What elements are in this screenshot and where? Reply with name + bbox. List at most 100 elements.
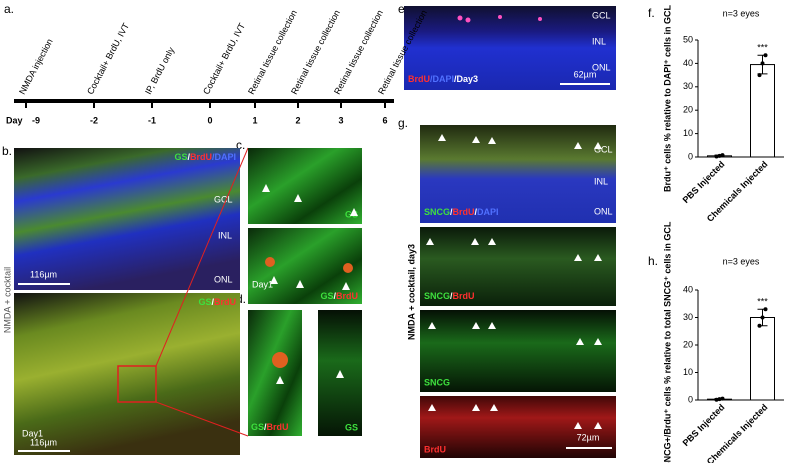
panel-label: e.: [398, 2, 408, 16]
x-tick-label: PBS Injected: [681, 402, 727, 448]
stain-label: GS: [345, 422, 358, 432]
zoom-line: [155, 147, 249, 367]
micrograph: [420, 227, 616, 306]
cell: [265, 257, 275, 267]
stain-label: GS/BrdU: [320, 291, 358, 301]
day-label: Day1: [252, 279, 273, 289]
timeline-event: IP, BrdU only: [143, 45, 176, 96]
day-value: -9: [32, 115, 40, 125]
y-tick-label: 10: [683, 128, 693, 138]
cell: [343, 263, 353, 273]
day-value: 2: [295, 115, 300, 125]
timeline-event: Retinal tissue collection: [332, 8, 385, 96]
panel-label: c.: [236, 138, 245, 152]
stain-label: GS/BrdU/DAPI: [174, 152, 236, 162]
layer-label: GCL: [594, 144, 613, 154]
x-tick-label: PBS Injected: [681, 159, 727, 205]
stain-label: SNCG/BrdU: [424, 291, 475, 301]
bar: [750, 64, 775, 158]
y-tick-label: 20: [683, 105, 693, 115]
data-point: [760, 61, 765, 66]
day-value: -1: [148, 115, 156, 125]
layer-label: INL: [592, 36, 606, 46]
y-tick-label: 30: [683, 312, 693, 322]
panel-label: f.: [648, 6, 655, 20]
side-label: NMDA + cocktail: [2, 267, 12, 333]
stain-label: BrdU/DAPI/Day3: [408, 74, 478, 84]
scale-label: 62µm: [574, 69, 597, 79]
stain-label: GS/BrdU: [198, 297, 236, 307]
y-tick-label: 30: [683, 81, 693, 91]
layer-label: GCL: [592, 10, 611, 20]
panel-label: b.: [2, 144, 12, 158]
day-value: 0: [207, 115, 212, 125]
day-label: Day: [6, 115, 23, 125]
scale-label: 116µm: [30, 437, 57, 447]
timeline-event: Retinal tissue collection: [246, 8, 299, 96]
layer-label: ONL: [594, 206, 613, 216]
data-point: [720, 153, 725, 158]
micrograph: [248, 310, 302, 436]
timeline-event: Cocktail+ BrdU, IVT: [85, 21, 131, 96]
panel-label: d.: [236, 292, 246, 306]
data-point: [714, 154, 719, 159]
y-tick-label: 0: [688, 394, 693, 404]
arrowheads: [426, 134, 602, 429]
timeline-event: Cocktail+ BrdU, IVT: [201, 21, 247, 96]
data-point: [717, 397, 722, 402]
layer-label: ONL: [592, 62, 611, 72]
stain-label: SNCG: [424, 377, 450, 387]
layer-label: INL: [218, 230, 232, 240]
data-point: [763, 307, 768, 312]
stain-label: BrdU: [424, 444, 446, 454]
y-axis-label: Brdu⁺ cells % relative to DAPI⁺ cells in…: [662, 4, 672, 192]
data-point: [757, 323, 762, 328]
micrograph: [14, 293, 240, 455]
day-label: Day1: [22, 428, 43, 438]
stain-label: SNCG/BrdU/DAPI: [424, 207, 499, 217]
scale-label: 72µm: [577, 432, 600, 442]
micrograph: [420, 310, 616, 392]
arrowheads: [262, 184, 358, 384]
timeline-event: Retinal tissue collection: [289, 8, 342, 96]
day-value: 6: [382, 115, 387, 125]
day-value: -2: [90, 115, 98, 125]
y-tick-label: 10: [683, 367, 693, 377]
stain-label: GS/BrdU: [251, 422, 289, 432]
panel-label: g.: [398, 116, 408, 130]
y-tick-label: 20: [683, 339, 693, 349]
layer-label: ONL: [214, 274, 233, 284]
panel-label: a.: [4, 2, 14, 16]
y-tick-label: 50: [683, 34, 693, 44]
side-label: NMDA + cocktail, day3: [406, 244, 416, 340]
y-axis-label: SNCG+/Brdu⁺ cells % relative to total SN…: [662, 221, 672, 463]
scale-label: 116µm: [30, 269, 57, 279]
data-point: [717, 153, 722, 158]
data-point: [760, 315, 765, 320]
y-tick-label: 40: [683, 58, 693, 68]
layer-label: INL: [594, 176, 608, 186]
timeline: Day: [6, 99, 394, 125]
day-value: 3: [338, 115, 343, 125]
chart-title: n=3 eyes: [723, 256, 760, 266]
y-tick-label: 40: [683, 284, 693, 294]
micrograph: [404, 6, 616, 90]
cell: [272, 352, 288, 368]
y-tick-label: 0: [688, 151, 693, 161]
chart-title: n=3 eyes: [723, 8, 760, 18]
significance: ***: [757, 43, 768, 53]
bar: [750, 317, 775, 401]
micrograph: [14, 148, 240, 290]
significance: ***: [757, 297, 768, 307]
timeline-event: NMDA injection: [17, 37, 55, 96]
cells: [457, 15, 542, 23]
data-point: [720, 396, 725, 401]
day-value: 1: [252, 115, 257, 125]
panel-label: h.: [648, 254, 658, 268]
data-point: [763, 53, 768, 58]
data-point: [757, 73, 762, 78]
zoom-box: [117, 365, 157, 403]
data-point: [714, 397, 719, 402]
layer-label: GCL: [214, 194, 233, 204]
